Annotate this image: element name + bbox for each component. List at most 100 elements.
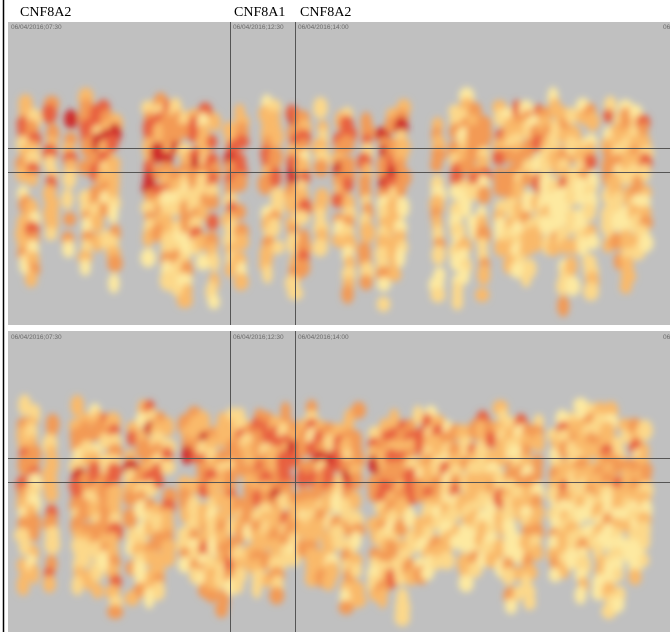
- heat-blob: [377, 587, 387, 609]
- heat-blob: [395, 177, 406, 197]
- heat-blob: [521, 171, 532, 186]
- heat-blob: [233, 171, 247, 192]
- heat-blob: [603, 109, 613, 124]
- heat-blob: [430, 158, 442, 173]
- heat-blob: [611, 597, 625, 613]
- heat-blob: [341, 285, 353, 304]
- heat-blob: [29, 525, 39, 542]
- heat-blob: [459, 575, 474, 593]
- heat-blob: [44, 534, 60, 554]
- heat-blob: [42, 104, 57, 124]
- heat-blob: [388, 268, 401, 282]
- heat-blob: [351, 531, 362, 550]
- timestamp: 06: [663, 334, 670, 341]
- heat-blob: [430, 287, 445, 302]
- track-label: CNF8A2: [300, 5, 351, 20]
- heat-blob: [524, 595, 536, 611]
- heat-blob: [80, 259, 91, 276]
- heat-blob: [108, 203, 118, 224]
- heat-blob: [586, 233, 600, 249]
- heat-blob: [279, 554, 290, 568]
- heat-blob: [208, 294, 220, 309]
- heat-blob: [432, 245, 446, 265]
- heat-blob: [197, 204, 208, 220]
- heat-blob: [206, 214, 219, 231]
- heat-blob: [160, 459, 175, 475]
- heat-blob: [360, 274, 373, 290]
- heat-blob: [45, 227, 57, 241]
- heat-blob: [285, 192, 299, 214]
- heat-blob: [153, 473, 164, 488]
- heat-blob: [17, 574, 30, 595]
- heat-blob: [268, 217, 280, 237]
- heat-blob: [178, 556, 191, 573]
- heat-blob: [613, 568, 624, 582]
- heat-blob: [233, 577, 243, 593]
- heat-blob: [638, 233, 653, 252]
- heat-blob: [620, 279, 632, 294]
- heat-blob: [532, 543, 543, 561]
- timestamp: 06: [663, 24, 670, 31]
- timestamp: 06/04/2016;07:30: [11, 334, 62, 341]
- heat-blob: [529, 233, 542, 252]
- heat-blob: [205, 589, 218, 603]
- screenshot: CNF8A2 CNF8A1 CNF8A2 06/04/2016;07:30 06…: [0, 0, 670, 632]
- heat-blob: [502, 567, 516, 585]
- timestamp: 06/04/2016;14:00: [298, 334, 349, 341]
- heat-blob: [62, 240, 75, 257]
- heat-blob: [234, 135, 249, 149]
- heat-blob: [262, 265, 272, 284]
- heat-blob: [475, 288, 489, 302]
- heat-blob: [477, 185, 491, 204]
- heat-blob: [208, 112, 221, 131]
- heat-blob: [458, 268, 470, 285]
- heat-blob: [629, 568, 642, 585]
- heat-blob: [565, 276, 581, 296]
- timestamp: 06/04/2016;12:30: [233, 24, 284, 31]
- heat-blob: [107, 254, 122, 272]
- heat-blob: [583, 282, 599, 301]
- heat-blob: [557, 295, 569, 317]
- heat-blob: [271, 127, 284, 147]
- heat-blob: [584, 153, 597, 170]
- heat-blob: [351, 593, 367, 608]
- timestamp: 06/04/2016;14:00: [298, 24, 349, 31]
- heat-blob: [565, 107, 577, 124]
- heat-blob: [63, 212, 75, 226]
- heat-blob: [27, 172, 38, 187]
- heat-blob: [377, 297, 390, 312]
- track-label: CNF8A2: [20, 5, 71, 20]
- heat-blob: [360, 221, 375, 243]
- heat-blob: [452, 293, 463, 310]
- heat-blob: [71, 395, 84, 417]
- heat-blob: [72, 576, 84, 596]
- heat-blob: [521, 270, 531, 287]
- heat-blob: [332, 535, 344, 550]
- heat-blob: [639, 530, 651, 551]
- heatmap-panel: 06/04/2016;07:30 06/04/2016;12:30 06/04/…: [8, 331, 670, 632]
- timestamp: 06/04/2016;07:30: [11, 24, 62, 31]
- heat-blob: [350, 563, 362, 578]
- heat-blob: [235, 204, 246, 220]
- heat-blob: [177, 293, 193, 308]
- heat-blob: [397, 197, 410, 219]
- heat-blob: [505, 598, 517, 614]
- heat-blob: [44, 486, 58, 503]
- heat-blob: [351, 472, 363, 490]
- track-label: CNF8A1: [234, 5, 285, 20]
- heat-blob: [107, 605, 123, 619]
- heat-blob: [341, 176, 353, 193]
- heat-blob: [377, 277, 391, 292]
- heat-blob: [297, 258, 310, 276]
- heat-blob: [106, 134, 119, 152]
- heat-blob: [322, 573, 335, 591]
- heat-blob: [108, 273, 119, 293]
- heat-blob: [313, 97, 328, 119]
- heat-blob: [639, 553, 649, 568]
- heat-blob: [406, 541, 417, 555]
- heat-blob: [80, 552, 91, 568]
- heat-blob: [252, 577, 262, 598]
- heat-blob: [162, 417, 174, 437]
- heat-blob: [206, 134, 217, 149]
- heat-blob: [269, 587, 284, 605]
